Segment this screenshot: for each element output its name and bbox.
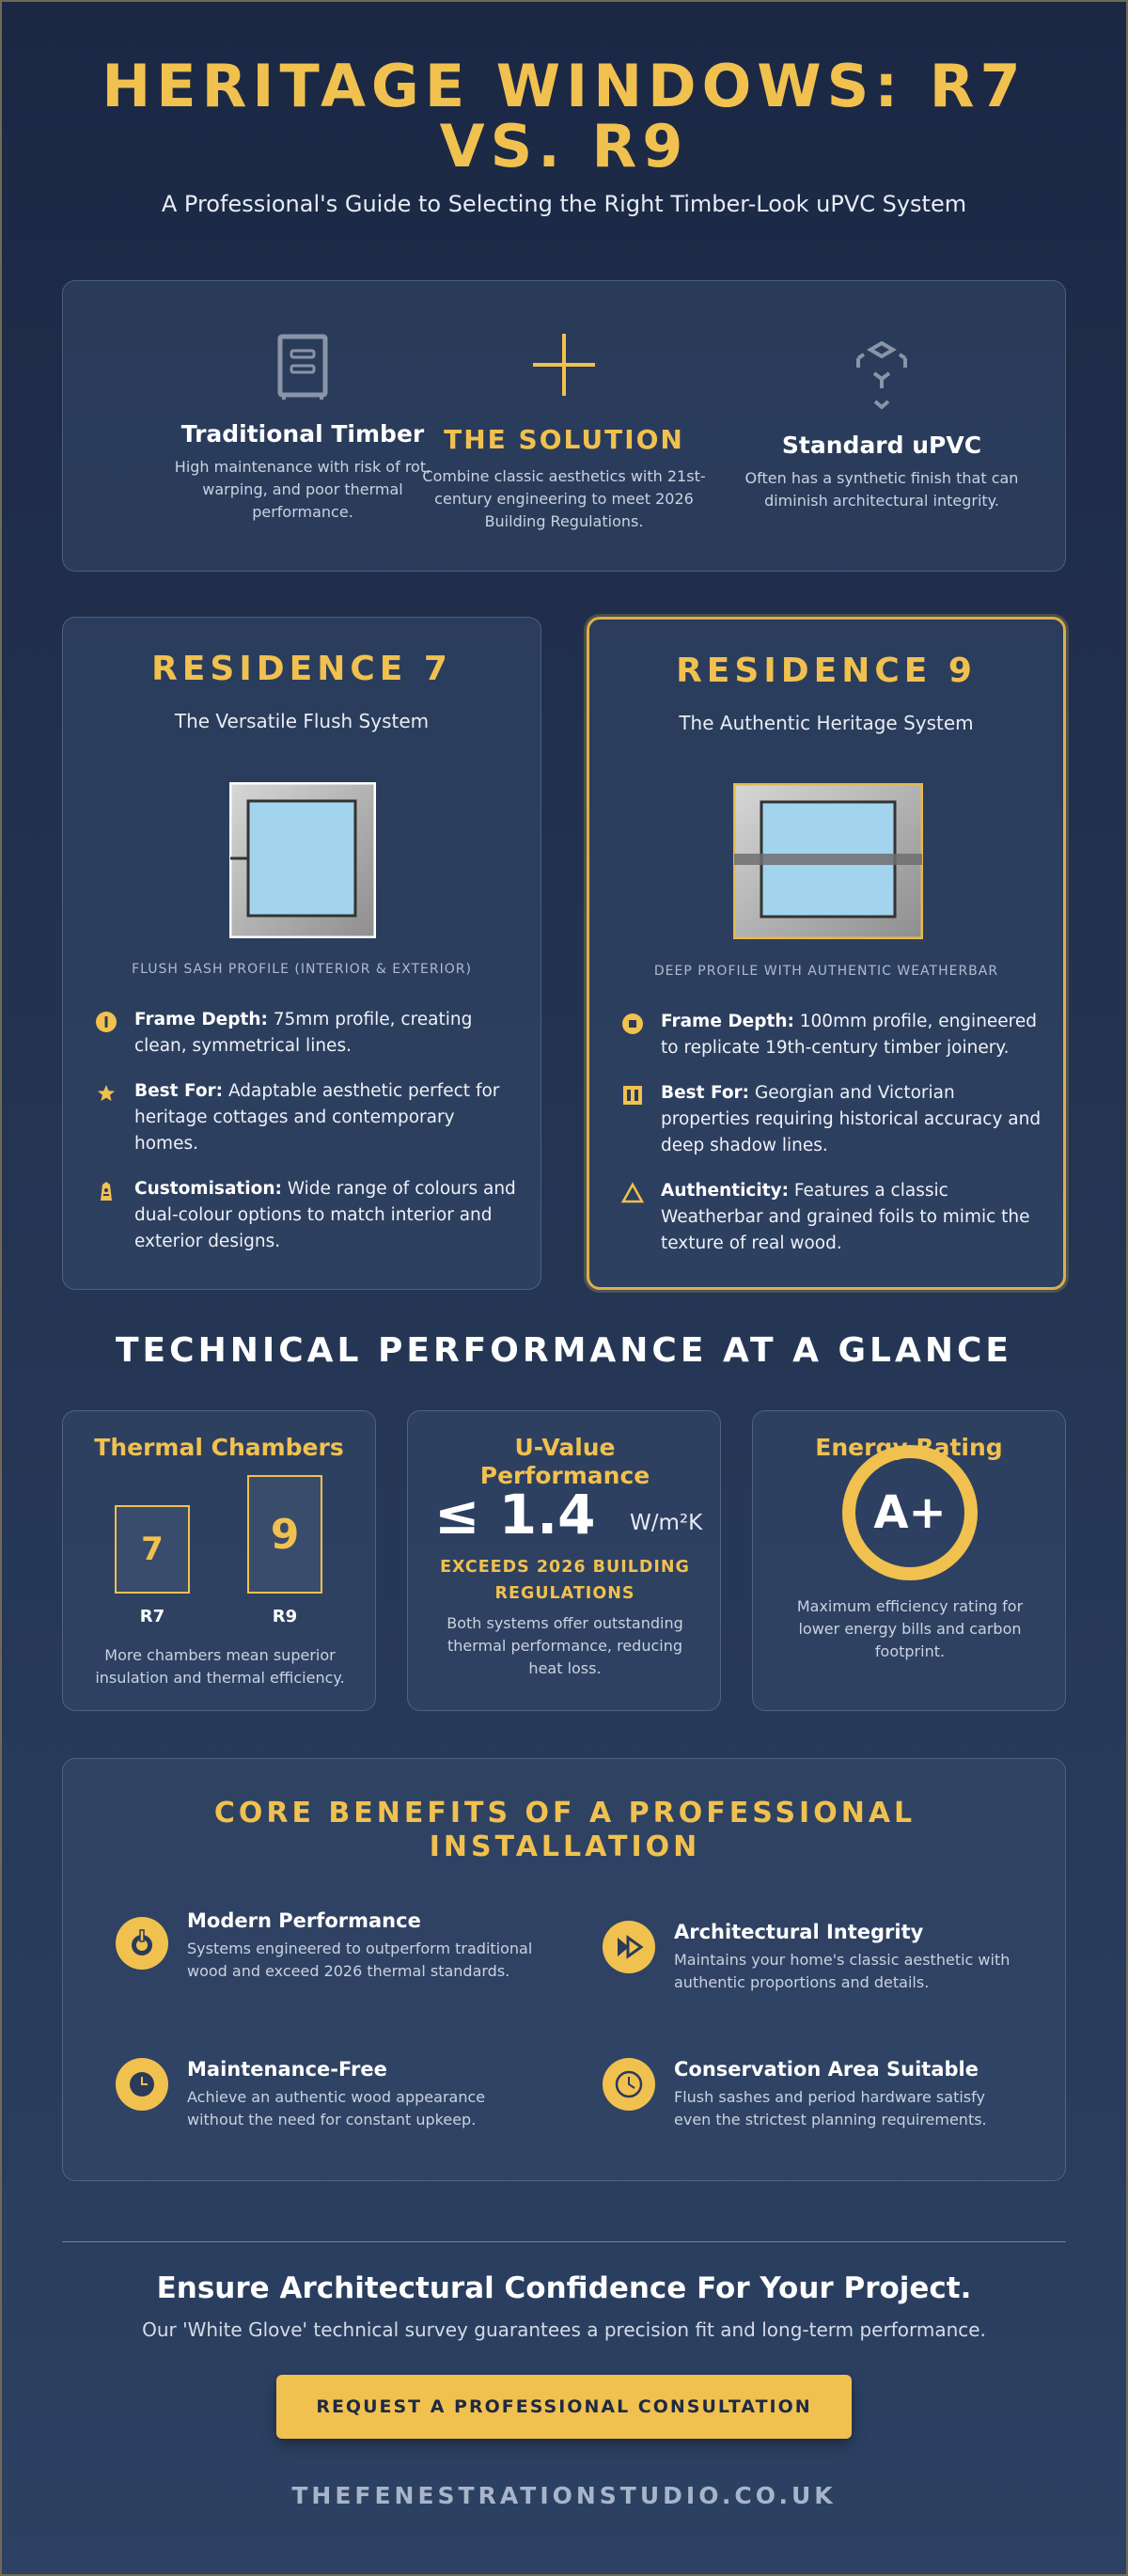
intro-text: Combine classic aesthetics with 21st-cen… [422, 467, 706, 530]
chamber-label-r7: R7 [139, 1607, 165, 1626]
thermal-chambers-title: Thermal Chambers [94, 1434, 344, 1461]
feature-text: Customisation: Wide range of colours and… [134, 1176, 520, 1255]
feature-label: Authenticity: [661, 1181, 790, 1201]
feature-label: Frame Depth: [134, 1010, 268, 1029]
columns-icon [621, 1084, 644, 1107]
intro-text: Often has a synthetic finish that can di… [744, 469, 1019, 510]
u-value-title: U-Value Performance [479, 1434, 650, 1489]
star-icon [95, 1082, 118, 1105]
feature-description: Wide range of colours and dual-colour op… [134, 1179, 516, 1251]
feature-text: Frame Depth: 75mm profile, creating clea… [134, 1007, 520, 1060]
residence-tagline: The Versatile Flush System [174, 710, 430, 732]
profile-caption: FLUSH SASH PROFILE (INTERIOR & EXTERIOR) [132, 962, 472, 977]
thermal-chambers-card: Thermal Chambers 7 R7 9 R9 More chambers… [62, 1410, 376, 1711]
u-value-card: U-Value Performance ≤ 1.4 W/m²K EXCEEDS … [407, 1410, 721, 1711]
energy-rating-card: Energy Rating A+ Maximum efficiency rati… [752, 1410, 1066, 1711]
feature-label: Customisation: [134, 1179, 282, 1199]
benefit-title: Modern Performance [187, 1909, 421, 1932]
core-benefits-card: CORE BENEFITS OF A PROFESSIONAL INSTALLA… [62, 1758, 1066, 2181]
page-subtitle: A Professional's Guide to Selecting the … [161, 191, 967, 217]
info-circle-icon [95, 1011, 118, 1033]
residence-tagline: The Authentic Heritage System [679, 712, 974, 734]
website-link[interactable]: THEFENESTRATIONSTUDIO.CO.UK [291, 2482, 837, 2509]
triangle-icon [620, 1182, 645, 1204]
clock-icon [116, 2058, 168, 2111]
energy-rating-value: A+ [873, 1486, 947, 1539]
feature-description: 100mm profile, engineered to replicate 1… [661, 1012, 1038, 1058]
intro-title: Traditional Timber [180, 420, 425, 448]
feature-label: Best For: [134, 1081, 224, 1101]
clock-outline-icon [603, 2058, 655, 2111]
chamber-box-r9: 9 [247, 1475, 322, 1594]
feature-description: Features a classic Weatherbar and graine… [661, 1181, 1030, 1253]
benefit-title: Maintenance-Free [187, 2058, 387, 2081]
feature-text: Best For: Adaptable aesthetic perfect fo… [134, 1078, 520, 1157]
chamber-box-r7: 7 [115, 1505, 190, 1594]
power-icon [116, 1917, 168, 1970]
u-value-note: Both systems offer outstanding thermal p… [446, 1614, 683, 1677]
request-consultation-button[interactable]: REQUEST A PROFESSIONAL CONSULTATION [276, 2375, 852, 2439]
benefit-text: Achieve an authentic wood appearance wit… [187, 2088, 486, 2128]
feature-description: Adaptable aesthetic perfect for heritage… [134, 1081, 500, 1154]
feature-label: Frame Depth: [661, 1012, 794, 1031]
residence-title: RESIDENCE 7 [151, 650, 452, 688]
benefit-text: Maintains your home's classic aesthetic … [674, 1951, 1010, 1991]
profile-caption: DEEP PROFILE WITH AUTHENTIC WEATHERBAR [653, 964, 999, 979]
benefit-text: Flush sashes and period hardware satisfy… [674, 2088, 987, 2128]
fast-forward-icon [603, 1921, 655, 1973]
square-circle-icon [621, 1013, 644, 1035]
feature-description: Georgian and Victorian properties requir… [661, 1083, 1042, 1155]
benefit-title: Architectural Integrity [674, 1921, 924, 1943]
network-icon [849, 340, 915, 415]
benefits-title: CORE BENEFITS OF A PROFESSIONAL INSTALLA… [213, 1797, 916, 1863]
benefit-text: Systems engineered to outperform traditi… [187, 1940, 533, 1980]
section-divider [62, 2241, 1066, 2242]
benefit-title: Conservation Area Suitable [674, 2058, 979, 2081]
intro-title: THE SOLUTION [444, 424, 684, 455]
energy-rating-badge: A+ [842, 1445, 978, 1580]
cta-title: Ensure Architectural Confidence For Your… [156, 2271, 972, 2305]
u-value-number: ≤ 1.4 [434, 1483, 596, 1547]
technical-section-title: TECHNICAL PERFORMANCE AT A GLANCE [116, 1331, 1012, 1370]
residence-7-card: RESIDENCE 7 The Versatile Flush System F… [62, 617, 541, 1290]
feature-text: Authenticity: Features a classic Weather… [661, 1178, 1046, 1257]
energy-rating-note: Maximum efficiency rating for lower ener… [796, 1597, 1024, 1660]
intro-card: Traditional Timber High maintenance with… [62, 280, 1066, 572]
plus-icon [531, 332, 597, 401]
page-title: HERITAGE WINDOWS: R7 VS. R9 [102, 52, 1026, 181]
intro-text: High maintenance with risk of rot, warpi… [174, 458, 431, 521]
cabinet-icon [274, 334, 331, 403]
thermal-chambers-note: More chambers mean superior insulation a… [95, 1646, 345, 1687]
u-value-readout: ≤ 1.4 W/m²K [421, 1483, 709, 1548]
feature-text: Frame Depth: 100mm profile, engineered t… [661, 1009, 1046, 1061]
feature-text: Best For: Georgian and Victorian propert… [661, 1080, 1046, 1159]
tag-icon [95, 1180, 118, 1202]
weatherbar-window-illustration [732, 782, 924, 943]
u-value-unit: W/m²K [630, 1511, 703, 1535]
residence-9-card: RESIDENCE 9 The Authentic Heritage Syste… [587, 617, 1066, 1290]
residence-title: RESIDENCE 9 [676, 652, 977, 690]
chamber-label-r9: R9 [272, 1607, 298, 1626]
feature-description: 75mm profile, creating clean, symmetrica… [134, 1010, 473, 1056]
intro-title: Standard uPVC [781, 432, 982, 459]
feature-label: Best For: [661, 1083, 750, 1103]
flush-window-illustration [228, 781, 377, 942]
cta-subtitle: Our 'White Glove' technical survey guara… [142, 2318, 986, 2341]
regulation-highlight: EXCEEDS 2026 BUILDING REGULATIONS [440, 1558, 690, 1603]
